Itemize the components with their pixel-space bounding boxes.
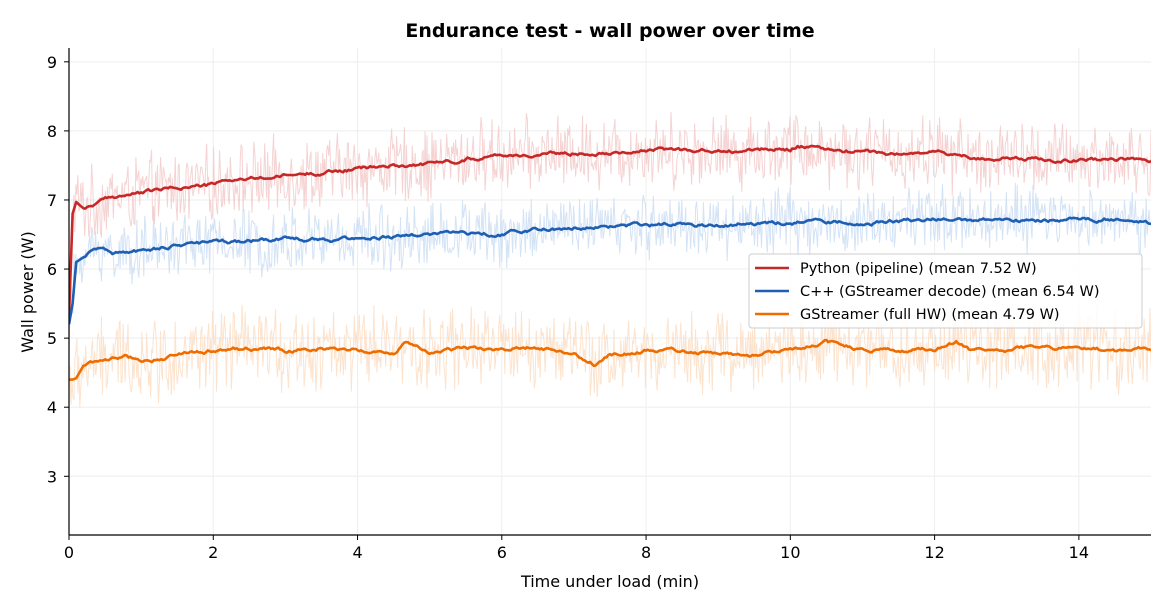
x-axis-label: Time under load (min) [520,572,699,591]
tick-labels: 0 2 4 6 8 10 12 14 3 4 5 6 7 8 9 [47,53,1089,562]
series-line [69,338,1151,381]
legend-label: C++ (GStreamer decode) (mean 6.54 W) [800,284,1100,300]
y-tick-label: 9 [47,53,57,72]
x-tick-label: 14 [1069,543,1089,562]
x-tick-label: 6 [497,543,507,562]
series-noise-band [69,111,1151,308]
y-tick-label: 4 [47,398,57,417]
x-tick-label: 12 [924,543,944,562]
y-tick-label: 8 [47,122,57,141]
x-tick-label: 2 [208,543,218,562]
legend-label: Python (pipeline) (mean 7.52 W) [800,261,1037,277]
y-tick-label: 5 [47,329,57,348]
x-tick-label: 4 [352,543,362,562]
y-axis-label: Wall power (W) [18,231,37,352]
legend: Python (pipeline) (mean 7.52 W) C++ (GStr… [748,253,1143,329]
chart-title: Endurance test - wall power over time [405,20,814,42]
x-tick-label: 0 [64,543,74,562]
legend-box [748,253,1143,329]
y-tick-label: 6 [47,260,57,279]
series-line [69,144,1151,318]
y-tick-label: 7 [47,191,57,210]
legend-label: GStreamer (full HW) (mean 4.79 W) [800,307,1060,323]
y-tick-label: 3 [47,467,57,486]
axes [68,48,1151,536]
series-noise-band [69,182,1151,353]
x-tick-label: 10 [780,543,800,562]
series-lines [69,144,1151,381]
series-noise-band [69,300,1151,408]
noise-bands [69,111,1151,408]
x-tick-label: 8 [641,543,651,562]
series-line [69,216,1151,325]
